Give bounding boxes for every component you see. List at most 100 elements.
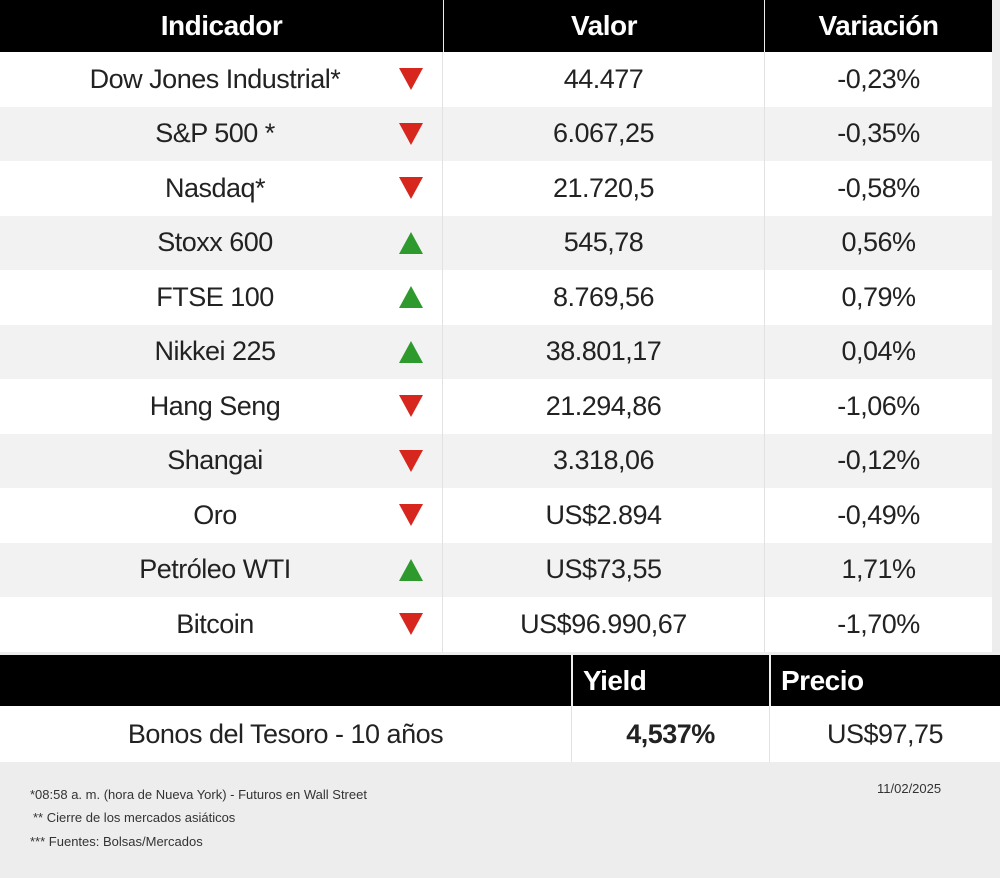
cell-text: Shangai	[167, 445, 263, 476]
cell-text: -1,70%	[837, 608, 920, 639]
cell-value: 21.294,86	[443, 379, 765, 434]
header-text: Precio	[781, 664, 864, 696]
trend-arrow	[399, 122, 423, 145]
arrow-shape	[399, 449, 423, 472]
cell-indicator: FTSE 100	[0, 270, 443, 325]
arrow-shape	[399, 68, 423, 90]
cell-indicator: Shangai	[0, 433, 443, 488]
cell-change: -0,12%	[765, 433, 992, 488]
cell-text: 8.769,56	[552, 281, 655, 312]
cell-text: Nasdaq*	[164, 172, 266, 203]
cell-text: -0,58%	[837, 172, 920, 203]
cell-value: 6.067,25	[443, 106, 765, 161]
cell-indicator: Nikkei 225	[0, 324, 443, 379]
cell-indicator: Oro	[0, 488, 443, 543]
arrow-shape	[399, 340, 423, 363]
cell-text: Bonos del Tesoro - 10 años	[127, 718, 444, 749]
cell-change: 0,79%	[765, 270, 992, 325]
arrow-shape	[399, 177, 423, 199]
cell-change: -0,35%	[765, 106, 992, 161]
cell-value: US$96.990,67	[443, 597, 765, 652]
trend-arrow	[399, 504, 423, 526]
arrow-shape	[399, 286, 423, 308]
cell-text: Nikkei 225	[154, 336, 276, 367]
trend-arrow	[399, 449, 423, 472]
cell-change: -0,49%	[765, 488, 992, 543]
cell-indicator: Hang Seng	[0, 379, 443, 434]
header-change: Variación	[765, 0, 992, 52]
header-value: Valor	[444, 0, 764, 52]
trend-arrow	[399, 395, 423, 417]
cell-change: 0,56%	[765, 215, 992, 270]
cell-value: 3.318,06	[443, 433, 765, 488]
trend-arrow	[399, 286, 423, 308]
cell-text: 3.318,06	[552, 445, 655, 476]
cell-indicator: S&P 500 *	[0, 106, 443, 161]
cell-text: Oro	[193, 499, 237, 530]
bond-header-blank	[0, 655, 571, 706]
footnote: *08:58 a. m. (hora de Nueva York) - Futu…	[30, 787, 367, 802]
cell-value: US$73,55	[443, 542, 765, 597]
header-text: Indicador	[160, 10, 283, 41]
arrow-shape	[399, 231, 423, 254]
cell-text: 21.720,5	[552, 172, 655, 203]
header-indicator: Indicador	[0, 0, 443, 52]
cell-text: FTSE 100	[156, 281, 274, 312]
bond-yield: 4,537%	[572, 706, 770, 762]
arrow-shape	[399, 613, 423, 635]
footnote: *** Fuentes: Bolsas/Mercados	[30, 834, 203, 849]
cell-text: Dow Jones Industrial*	[89, 63, 341, 94]
cell-indicator: Stoxx 600	[0, 215, 443, 270]
cell-text: Stoxx 600	[157, 227, 273, 258]
cell-change: -1,06%	[765, 379, 992, 434]
footnote: ** Cierre de los mercados asiáticos	[33, 810, 236, 825]
cell-text: 38.801,17	[545, 336, 662, 367]
cell-text: -0,35%	[837, 118, 920, 149]
cell-value: US$2.894	[443, 488, 765, 543]
cell-text: 21.294,86	[545, 390, 662, 421]
cell-value: 21.720,5	[443, 161, 765, 216]
header-text: Yield	[583, 664, 647, 696]
cell-indicator: Petróleo WTI	[0, 542, 443, 597]
cell-text: Petróleo WTI	[139, 554, 291, 585]
bond-name: Bonos del Tesoro - 10 años	[0, 706, 572, 762]
cell-text: Hang Seng	[149, 390, 281, 421]
arrow-shape	[399, 504, 423, 526]
cell-change: -1,70%	[765, 597, 992, 652]
arrow-shape	[399, 558, 423, 581]
trend-arrow	[399, 177, 423, 199]
cell-text: 545,78	[563, 227, 644, 258]
cell-indicator: Dow Jones Industrial*	[0, 52, 443, 107]
cell-text: US$2.894	[545, 499, 662, 530]
cell-change: 1,71%	[765, 542, 992, 597]
trend-arrow	[399, 231, 423, 254]
cell-indicator: Nasdaq*	[0, 161, 443, 216]
header-text: Variación	[818, 10, 939, 41]
cell-change: -0,58%	[765, 161, 992, 216]
cell-text: -0,23%	[837, 63, 920, 94]
cell-text: Bitcoin	[176, 608, 254, 639]
cell-change: -0,23%	[765, 52, 992, 107]
cell-text: 0,56%	[841, 227, 916, 258]
header-text: Valor	[571, 10, 637, 41]
date: 11/02/2025	[877, 781, 942, 796]
cell-text: 4,537%	[626, 718, 715, 749]
trend-arrow	[399, 558, 423, 581]
cell-text: 44.477	[563, 63, 644, 94]
cell-text: US$97,75	[826, 718, 944, 749]
cell-text: 0,04%	[841, 336, 916, 367]
arrow-shape	[399, 395, 423, 417]
cell-text: S&P 500 *	[155, 118, 275, 149]
cell-value: 545,78	[443, 215, 765, 270]
bond-header-price: Precio	[771, 655, 1000, 706]
cell-text: US$73,55	[545, 554, 662, 585]
cell-value: 8.769,56	[443, 270, 765, 325]
bond-price: US$97,75	[770, 706, 1000, 762]
cell-value: 44.477	[443, 52, 765, 107]
cell-text: -0,12%	[837, 445, 920, 476]
trend-arrow	[399, 613, 423, 635]
trend-arrow	[399, 340, 423, 363]
cell-text: 1,71%	[841, 554, 916, 585]
trend-arrow	[399, 68, 423, 90]
